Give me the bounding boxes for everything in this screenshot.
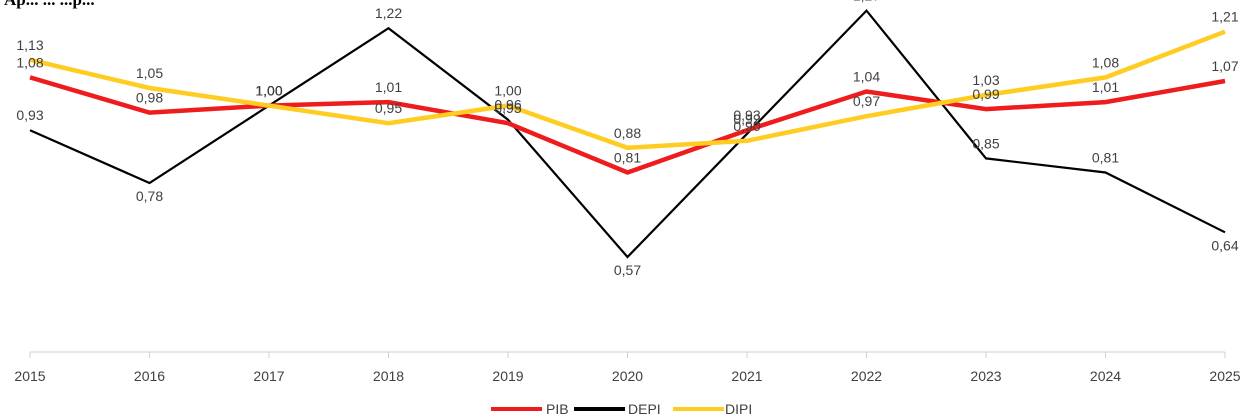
series-line-dipi [29,29,1226,151]
legend-label-depi: DEPI [628,401,661,417]
data-label: 1,21 [1211,9,1238,25]
chart-title: Ap... ... ...p... [4,0,95,10]
x-tick-label: 2023 [970,368,1001,384]
data-label: 1,04 [853,69,880,85]
data-label: 1,22 [375,5,402,21]
legend-label-dipi: DIPI [725,401,752,417]
data-label: 1,27 [853,0,880,4]
x-tick-label: 2015 [14,368,45,384]
data-label: 0,85 [972,135,999,151]
data-label: 1,08 [1092,54,1119,70]
x-tick-label: 2019 [492,368,523,384]
series-line-depi [29,8,1226,259]
x-tick-label: 2025 [1209,368,1240,384]
data-label: 1,00 [255,83,282,99]
data-label: 0,99 [972,86,999,102]
data-label: 1,03 [972,72,999,88]
x-tick-label: 2020 [612,368,643,384]
data-label: 0,64 [1211,237,1238,253]
data-label: 0,57 [614,262,641,278]
data-label: 0,97 [853,93,880,109]
data-label: 1,13 [16,37,43,53]
data-label: 1,00 [255,83,282,99]
x-tick-label: 2022 [851,368,882,384]
data-label: 1,00 [494,83,521,99]
legend-label-pib: PIB [546,401,569,417]
data-label: 0,78 [136,188,163,204]
series-line-pib [29,75,1226,175]
data-label: 1,07 [1211,58,1238,74]
x-tick-label: 2024 [1090,368,1121,384]
data-label: 0,93 [16,107,43,123]
x-tick-label: 2016 [134,368,165,384]
data-label: 0,96 [494,97,521,113]
data-label: 0,93 [733,107,760,123]
data-label: 0,81 [1092,149,1119,165]
x-tick-label: 2018 [373,368,404,384]
data-label: 0,88 [614,125,641,141]
data-label: 0,81 [614,149,641,165]
data-label: 0,92 [733,111,760,127]
data-label: 1,05 [136,65,163,81]
data-label: 0,90 [733,118,760,134]
data-label: 1,01 [1092,79,1119,95]
x-tick-label: 2017 [253,368,284,384]
x-tick-label: 2021 [731,368,762,384]
data-label: 0,95 [494,100,521,116]
data-label: 1,00 [255,83,282,99]
data-label: 0,95 [375,100,402,116]
data-label: 1,08 [16,54,43,70]
data-label: 1,01 [375,79,402,95]
data-label: 0,98 [136,90,163,106]
